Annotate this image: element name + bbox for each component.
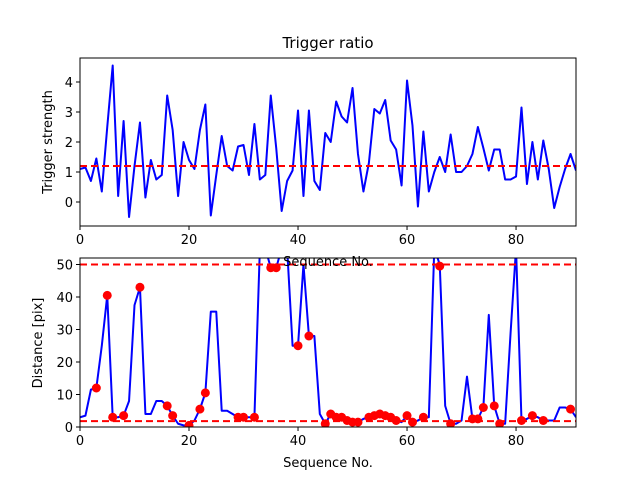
data-point — [407, 417, 417, 427]
trigger-ratio-chart: Trigger ratio Trigger strength 0 20 40 60 80… — [41, 34, 577, 248]
x-tick-label: 20 — [181, 233, 198, 248]
data-point — [473, 414, 483, 424]
chart-title: Trigger ratio — [281, 34, 373, 52]
data-point — [271, 263, 281, 273]
data-point — [304, 331, 314, 341]
plot-area — [80, 64, 576, 218]
y-tick-label: 20 — [56, 356, 73, 371]
data-point — [435, 261, 445, 271]
data-point — [162, 401, 172, 411]
data-point — [320, 419, 330, 427]
series-line — [80, 258, 576, 427]
x-tick-label: 40 — [290, 434, 307, 449]
data-point — [168, 411, 178, 421]
data-point — [119, 411, 129, 421]
y-axis-title: Trigger strength — [41, 90, 56, 195]
x-tick-label: 60 — [399, 233, 416, 248]
data-point — [516, 416, 526, 425]
data-point — [391, 416, 401, 425]
x-tick-label: 20 — [181, 434, 198, 449]
data-point — [239, 412, 249, 422]
y-tick-label: 30 — [56, 324, 73, 339]
data-point — [135, 282, 145, 292]
y-tick-label: 0 — [65, 421, 73, 436]
data-point — [402, 411, 412, 421]
y-tick-label: 0 — [65, 196, 73, 211]
y-tick-label: 10 — [56, 389, 73, 404]
data-point — [195, 404, 205, 414]
data-point — [489, 401, 499, 411]
y-tick-label: 40 — [56, 291, 73, 306]
plot-frame — [79, 257, 577, 428]
y-tick-label: 50 — [56, 259, 73, 274]
x-tick-label: 0 — [76, 233, 84, 248]
distance-chart: Sequence No. Distance [pix] 0 20 40 60 80 0 10… — [31, 257, 577, 471]
x-tick-label: 80 — [508, 434, 525, 449]
data-point — [249, 412, 259, 422]
data-point — [527, 411, 537, 421]
data-point — [200, 388, 210, 398]
x-tick-label: 60 — [399, 434, 416, 449]
x-tick-label: 80 — [508, 233, 525, 248]
x-tick-label: 40 — [290, 233, 307, 248]
data-point — [108, 412, 118, 422]
x-axis-title: Sequence No. — [283, 255, 373, 270]
y-tick-label: 1 — [65, 166, 73, 181]
y-tick-label: 4 — [65, 76, 73, 91]
y-axis-title: Distance [pix] — [31, 298, 46, 389]
data-point — [102, 290, 112, 300]
data-point — [566, 404, 576, 414]
y-tick-label: 3 — [65, 106, 73, 121]
data-point — [184, 420, 194, 427]
data-point — [478, 403, 488, 412]
series-line — [80, 64, 576, 218]
data-point — [538, 416, 548, 425]
data-point — [418, 412, 428, 422]
data-point — [446, 419, 456, 427]
data-point — [91, 383, 101, 393]
data-point — [495, 419, 505, 427]
data-point — [293, 341, 303, 351]
x-axis-title: Sequence No. — [283, 456, 373, 471]
x-tick-label: 0 — [76, 434, 84, 449]
y-tick-label: 2 — [65, 136, 73, 151]
plot-area — [80, 258, 576, 427]
data-point — [353, 417, 363, 427]
